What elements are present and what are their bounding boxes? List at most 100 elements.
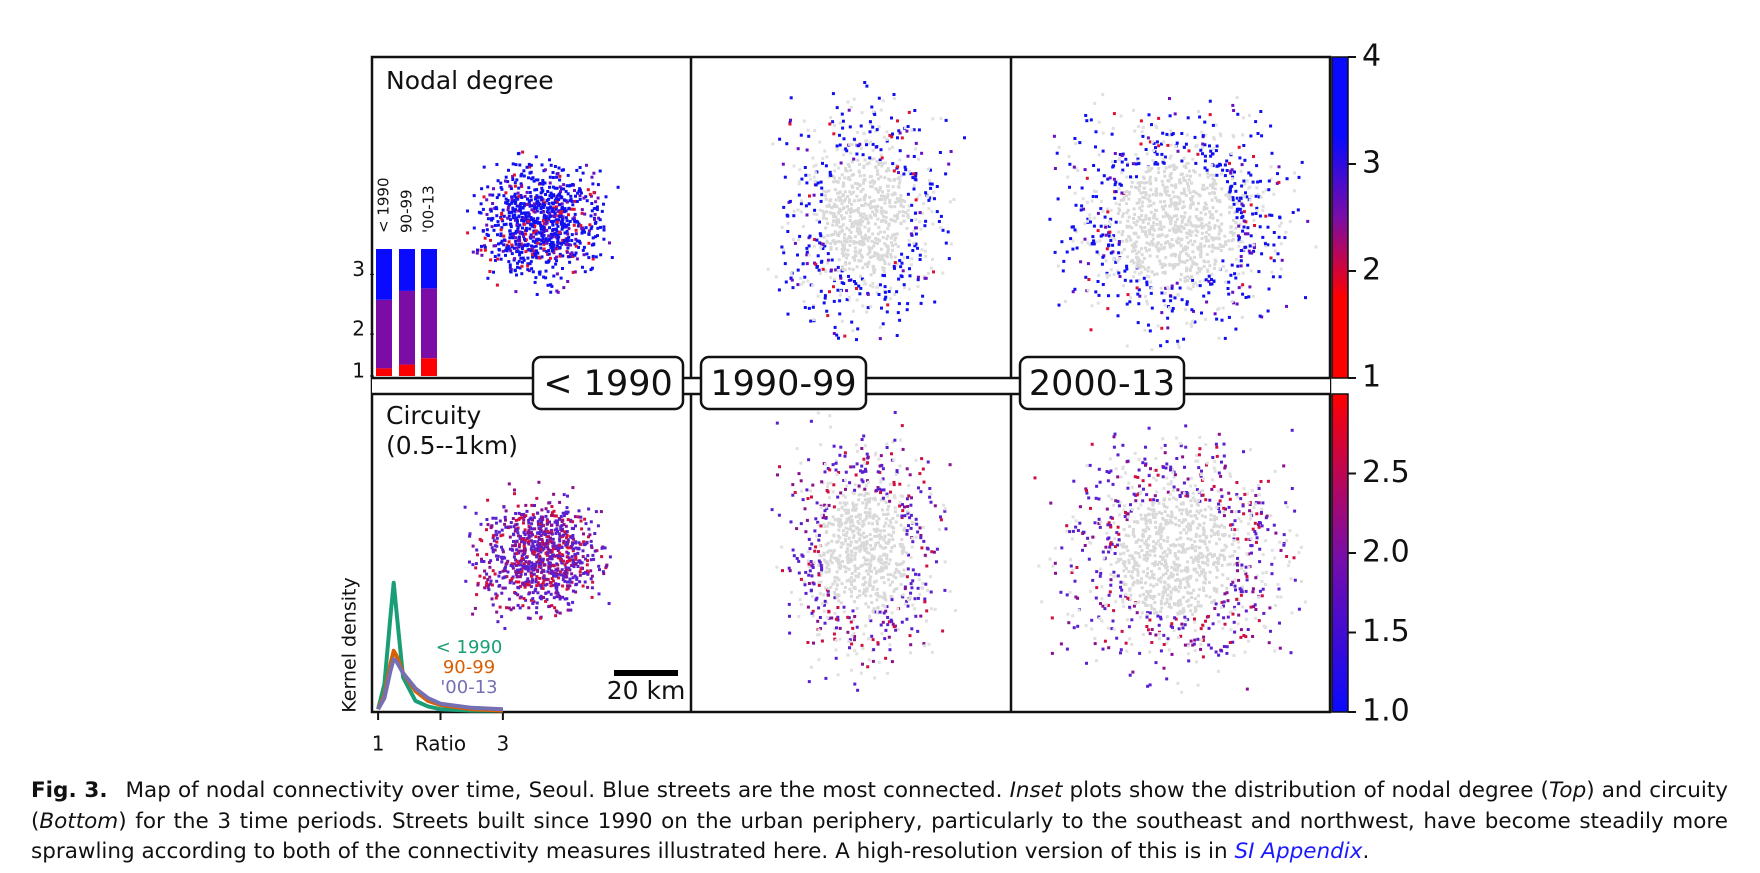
street [867, 227, 871, 231]
street [1273, 249, 1277, 253]
street [842, 479, 846, 482]
street [867, 229, 870, 233]
street [863, 580, 867, 584]
street [493, 544, 497, 548]
street [1199, 255, 1203, 259]
street [1240, 202, 1244, 206]
street [1164, 263, 1168, 267]
street [838, 299, 842, 303]
street [1169, 200, 1173, 204]
street [507, 211, 511, 215]
street [1179, 278, 1182, 282]
street [1128, 225, 1132, 229]
street [848, 219, 852, 222]
street [1225, 159, 1229, 163]
street [501, 533, 505, 537]
street [1233, 272, 1237, 276]
street [1101, 233, 1105, 237]
street [799, 522, 803, 526]
street [485, 228, 489, 232]
street [528, 262, 532, 266]
street [550, 604, 554, 608]
street [1224, 240, 1227, 244]
street [893, 219, 897, 223]
street [553, 200, 557, 204]
street [882, 214, 886, 218]
street [866, 492, 870, 496]
street [1235, 302, 1239, 306]
street [463, 505, 467, 509]
street [1160, 265, 1164, 269]
street [907, 169, 911, 173]
street [529, 534, 533, 538]
street [1205, 186, 1209, 190]
street [853, 181, 857, 185]
street [1210, 272, 1214, 276]
street [840, 319, 844, 323]
street [558, 534, 562, 538]
street [1067, 154, 1071, 158]
street [925, 609, 929, 613]
street [1188, 206, 1192, 210]
street [869, 594, 873, 598]
street [489, 559, 493, 563]
street [840, 202, 844, 206]
street [490, 546, 494, 550]
street [1120, 171, 1124, 175]
street [833, 579, 837, 583]
street [491, 569, 495, 573]
street [1181, 218, 1185, 222]
street [877, 96, 881, 100]
street [784, 280, 788, 284]
street [1109, 239, 1113, 242]
street [566, 280, 570, 283]
street [498, 605, 502, 609]
street [865, 452, 869, 456]
street [871, 497, 875, 501]
street [856, 575, 860, 579]
street [799, 202, 803, 206]
street [527, 580, 531, 584]
street [1191, 243, 1195, 247]
street [811, 566, 815, 569]
street [821, 209, 825, 213]
street [921, 525, 925, 529]
street [1136, 292, 1140, 296]
street [592, 171, 596, 175]
street [907, 239, 911, 243]
street [819, 199, 823, 203]
street [807, 306, 811, 310]
street [577, 509, 581, 513]
street [827, 203, 831, 207]
street [899, 174, 903, 178]
street [881, 235, 885, 239]
street [1240, 184, 1244, 188]
street [1177, 254, 1181, 258]
street [567, 206, 571, 210]
street [879, 153, 883, 157]
street [927, 642, 931, 646]
street [584, 571, 587, 575]
street [1117, 186, 1121, 190]
street [1135, 252, 1139, 256]
street [1201, 134, 1205, 138]
street [486, 234, 490, 237]
street [1169, 299, 1173, 303]
street [545, 216, 549, 220]
street [1128, 300, 1132, 304]
street [1101, 283, 1105, 286]
street [1179, 272, 1183, 276]
street [1140, 209, 1144, 213]
street [837, 166, 841, 170]
street [893, 214, 897, 218]
street [1215, 317, 1219, 321]
street [1080, 186, 1084, 190]
street [483, 586, 487, 590]
street [868, 180, 872, 184]
street [899, 202, 903, 206]
street [844, 487, 847, 491]
street [1112, 273, 1116, 276]
street [547, 197, 550, 201]
street [1168, 228, 1172, 232]
street [923, 553, 927, 557]
